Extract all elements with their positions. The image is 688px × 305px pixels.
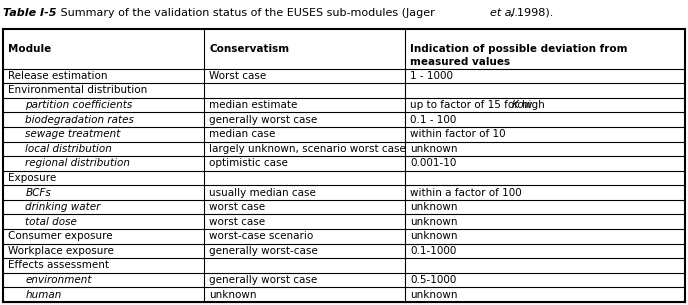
Text: human: human (25, 290, 62, 300)
Text: Exposure: Exposure (8, 173, 56, 183)
Text: Worst case: Worst case (209, 71, 266, 81)
Text: Release estimation: Release estimation (8, 71, 108, 81)
Text: biodegradation rates: biodegradation rates (25, 115, 134, 125)
Text: , 1998).: , 1998). (510, 8, 554, 18)
Text: drinking water: drinking water (25, 202, 101, 212)
Text: median case: median case (209, 129, 276, 139)
Text: partition coefficients: partition coefficients (25, 100, 133, 110)
Text: generally worst case: generally worst case (209, 275, 317, 285)
Text: unknown: unknown (209, 290, 257, 300)
Text: unknown: unknown (410, 217, 458, 227)
Text: largely unknown, scenario worst case: largely unknown, scenario worst case (209, 144, 406, 154)
Text: regional distribution: regional distribution (25, 158, 131, 168)
Text: Conservatism: Conservatism (209, 44, 290, 54)
Text: sewage treatment: sewage treatment (25, 129, 121, 139)
Text: usually median case: usually median case (209, 188, 316, 198)
Text: Environmental distribution: Environmental distribution (8, 85, 147, 95)
Text: Kow: Kow (511, 100, 533, 110)
Text: unknown: unknown (410, 290, 458, 300)
Text: within a factor of 100: within a factor of 100 (410, 188, 522, 198)
Text: worst case: worst case (209, 202, 266, 212)
Text: total dose: total dose (25, 217, 77, 227)
Text: Summary of the validation status of the EUSES sub-modules (Jager: Summary of the validation status of the … (57, 8, 438, 18)
Text: up to factor of 15 for high: up to factor of 15 for high (410, 100, 548, 110)
Text: BCFs: BCFs (25, 188, 51, 198)
Text: median estimate: median estimate (209, 100, 298, 110)
Text: Consumer exposure: Consumer exposure (8, 231, 113, 241)
Text: 0.5-1000: 0.5-1000 (410, 275, 457, 285)
Text: 0.1-1000: 0.1-1000 (410, 246, 457, 256)
Text: et al.: et al. (490, 8, 518, 18)
Text: environment: environment (25, 275, 92, 285)
Text: Module: Module (8, 44, 52, 54)
Text: worst case: worst case (209, 217, 266, 227)
Text: Workplace exposure: Workplace exposure (8, 246, 114, 256)
Text: Indication of possible deviation from
measured values: Indication of possible deviation from me… (410, 44, 627, 66)
Text: generally worst case: generally worst case (209, 115, 317, 125)
Text: 1 - 1000: 1 - 1000 (410, 71, 453, 81)
Text: within factor of 10: within factor of 10 (410, 129, 506, 139)
Text: optimistic case: optimistic case (209, 158, 288, 168)
Text: Effects assessment: Effects assessment (8, 260, 109, 271)
Text: unknown: unknown (410, 202, 458, 212)
Text: Table I-5: Table I-5 (3, 8, 57, 18)
Text: 0.1 - 100: 0.1 - 100 (410, 115, 457, 125)
Text: unknown: unknown (410, 231, 458, 241)
Text: local distribution: local distribution (25, 144, 112, 154)
Text: worst-case scenario: worst-case scenario (209, 231, 314, 241)
Text: generally worst-case: generally worst-case (209, 246, 318, 256)
Text: unknown: unknown (410, 144, 458, 154)
Text: 0.001-10: 0.001-10 (410, 158, 457, 168)
